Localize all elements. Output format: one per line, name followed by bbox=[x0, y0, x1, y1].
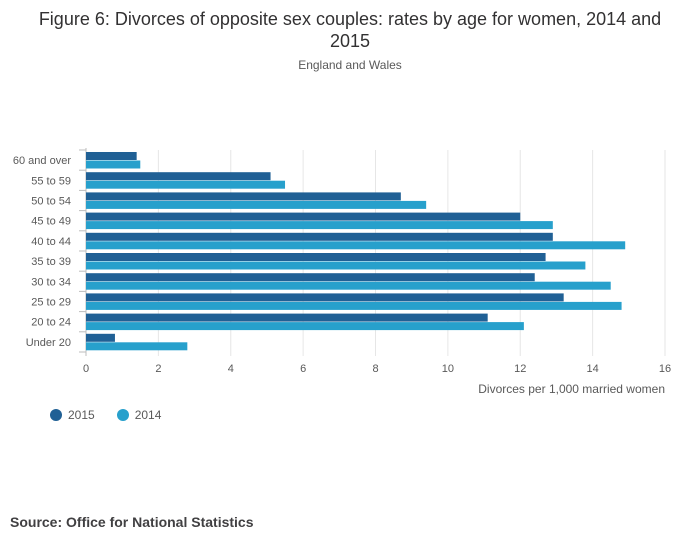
bar-2015 bbox=[86, 212, 521, 221]
x-axis-label: Divorces per 1,000 married women bbox=[478, 382, 665, 396]
x-tick-label: 2 bbox=[155, 363, 161, 375]
bar-2015 bbox=[86, 253, 546, 261]
x-tick-label: 6 bbox=[300, 363, 306, 375]
legend-label-2015: 2015 bbox=[68, 408, 95, 422]
bar-2014 bbox=[86, 241, 626, 250]
bar-2015 bbox=[86, 192, 401, 201]
chart-subtitle: England and Wales bbox=[298, 58, 402, 72]
bar-2014 bbox=[86, 322, 524, 331]
y-tick-label: 40 to 44 bbox=[31, 236, 71, 248]
legend-item-2015[interactable]: 2015 bbox=[50, 408, 95, 422]
bar-2015 bbox=[86, 232, 553, 241]
y-axis-labels: 60 and over 55 to 59 50 to 54 45 to 49 40 to… bbox=[13, 149, 86, 353]
x-tick-label: 0 bbox=[83, 363, 89, 375]
bar-2014 bbox=[86, 342, 188, 351]
bar-2014 bbox=[86, 261, 586, 270]
x-tick-label: 12 bbox=[514, 363, 526, 375]
source-note: Source: Office for National Statistics bbox=[10, 514, 254, 530]
y-tick-label: 55 to 59 bbox=[31, 175, 71, 187]
x-tick-label: 8 bbox=[372, 363, 378, 375]
x-tick-label: 10 bbox=[442, 363, 454, 375]
bar-2015 bbox=[86, 172, 271, 181]
bar-2014 bbox=[86, 221, 553, 230]
x-tick-label: 16 bbox=[659, 363, 671, 375]
legend-label-2014: 2014 bbox=[134, 408, 162, 422]
bar-2015 bbox=[86, 152, 137, 160]
legend: 2015 2014 bbox=[50, 408, 161, 422]
legend-item-2014[interactable]: 2014 bbox=[116, 408, 162, 422]
chart-title: Figure 6: Divorces of opposite sex coupl… bbox=[38, 9, 662, 51]
bar-2014 bbox=[86, 200, 427, 209]
y-tick-label: 25 to 29 bbox=[31, 297, 71, 309]
bar-2015 bbox=[86, 293, 564, 302]
bar-2014 bbox=[86, 281, 611, 290]
x-tick-label: 4 bbox=[228, 363, 234, 375]
bar-2015 bbox=[86, 333, 115, 342]
bar-2015 bbox=[86, 273, 535, 282]
y-tick-label: 35 to 39 bbox=[31, 256, 71, 268]
y-tick-label: 50 to 54 bbox=[31, 196, 71, 208]
bar-2014 bbox=[86, 301, 622, 310]
y-tick-label: 60 and over bbox=[13, 155, 71, 167]
bar-chart: 60 and over 55 to 59 50 to 54 45 to 49 40 to… bbox=[13, 148, 671, 396]
y-tick-label: 20 to 24 bbox=[31, 317, 71, 329]
bar-2015 bbox=[86, 313, 488, 322]
bar-2014 bbox=[86, 160, 141, 169]
y-tick-label: 30 to 34 bbox=[31, 276, 71, 288]
legend-swatch-2015 bbox=[50, 409, 62, 421]
bars bbox=[86, 152, 626, 351]
y-tick-label: Under 20 bbox=[26, 337, 71, 349]
y-tick-label: 45 to 49 bbox=[31, 216, 71, 228]
x-tick-label: 14 bbox=[587, 363, 599, 375]
bar-2014 bbox=[86, 180, 286, 189]
legend-swatch-2014 bbox=[116, 409, 129, 421]
x-axis-ticks: 0 2 4 6 8 10 12 14 16 bbox=[83, 363, 671, 375]
